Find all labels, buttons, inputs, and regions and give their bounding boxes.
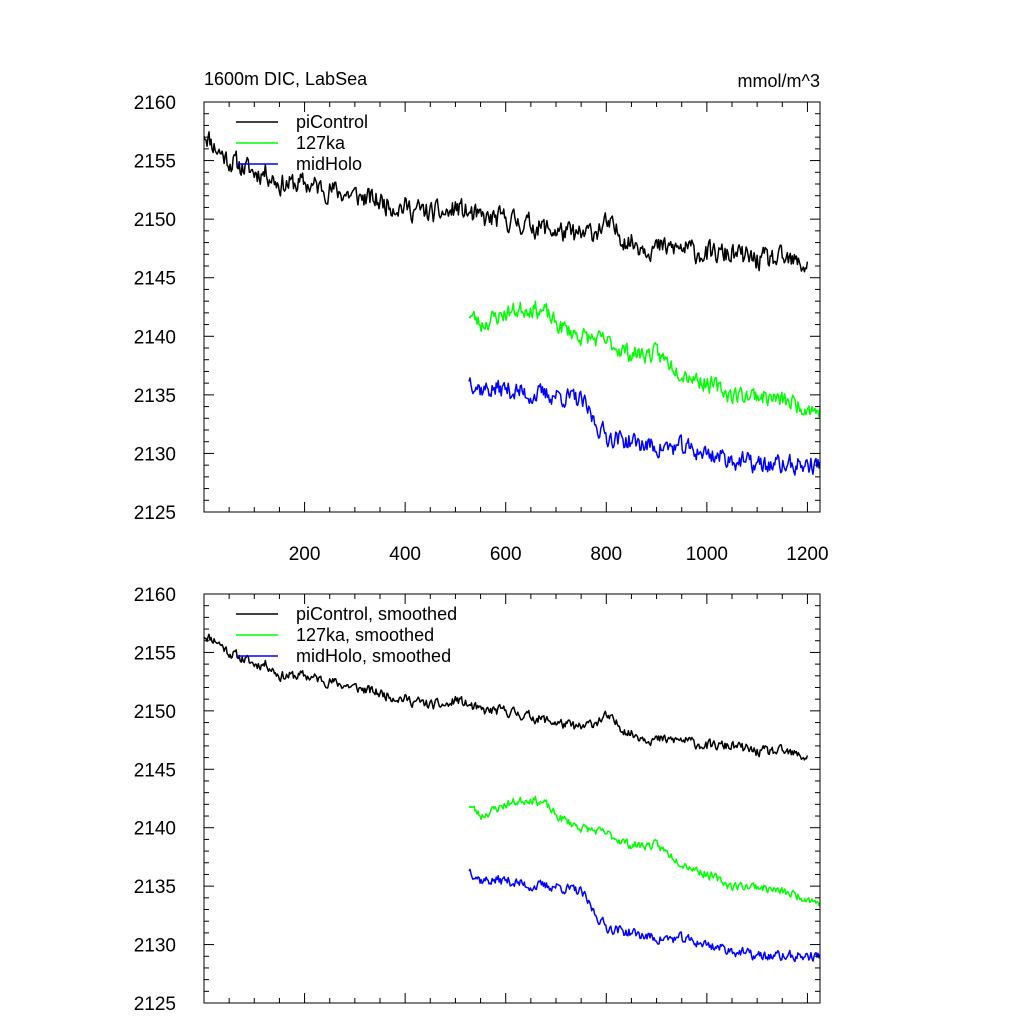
y-tick-label: 2125 [134,503,176,524]
legend-label: midHolo [296,154,362,174]
legend-label: 127ka, smoothed [296,625,434,645]
legend-label: piControl [296,112,368,132]
legend-label: piControl, smoothed [296,604,457,624]
series-line-picontrol [203,131,809,273]
x-tick-label: 400 [389,544,421,565]
series-line-127ka-smoothed [468,795,821,907]
series-line-picontrol-smoothed [203,633,809,761]
y-tick-label: 2145 [134,269,176,290]
units-label: mmol/m^3 [738,71,820,91]
legend-label: midHolo, smoothed [296,646,451,666]
x-tick-label: 1200 [786,544,828,565]
y-tick-label: 2135 [134,877,176,898]
series-line-127ka [468,300,821,418]
x-tick-label: 1000 [686,544,728,565]
y-tick-label: 2155 [134,152,176,173]
legend-label: 127ka [296,133,346,153]
y-tick-label: 2150 [134,702,176,723]
series-line-midholo-smoothed [468,868,821,963]
chart-title: 1600m DIC, LabSea [204,69,368,89]
y-tick-label: 2155 [134,643,176,664]
y-tick-label: 2140 [134,327,176,348]
y-tick-label: 2160 [134,93,176,114]
y-tick-label: 2145 [134,760,176,781]
y-tick-label: 2160 [134,585,176,606]
y-tick-label: 2130 [134,444,176,465]
y-tick-label: 2125 [134,994,176,1015]
x-tick-label: 800 [590,544,622,565]
x-tick-label: 200 [289,544,321,565]
bottom-panel: 2125 2130 2135 2140 2145 2150 2155 2160 piContro… [134,585,821,1015]
y-tick-label: 2150 [134,210,176,231]
y-tick-label: 2140 [134,819,176,840]
series-line-midholo [468,377,821,476]
y-tick-label: 2130 [134,936,176,957]
y-tick-label: 2135 [134,386,176,407]
top-panel: 2125 2130 2135 2140 2145 2150 2155 2160 200 400 60… [134,93,829,565]
plot-frame [203,101,821,513]
x-tick-label: 600 [490,544,522,565]
plot-frame [203,593,821,1004]
